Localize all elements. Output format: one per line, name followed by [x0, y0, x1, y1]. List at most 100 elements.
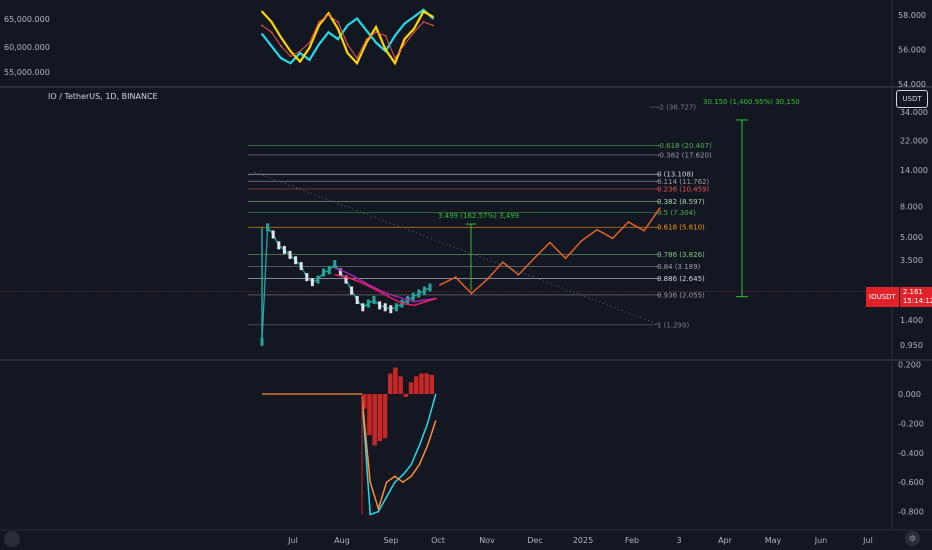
data-point [261, 33, 263, 35]
projection-point [486, 278, 488, 281]
data-point [289, 62, 292, 65]
trendline [254, 171, 661, 326]
data-point [394, 34, 396, 37]
candle [389, 305, 393, 314]
projection-point [580, 240, 583, 242]
data-point [289, 55, 292, 58]
tick-label: May [765, 536, 782, 545]
projection-point [549, 241, 551, 244]
candle [299, 262, 303, 271]
measure-label: 3.499 (162.57%) 3,499 [438, 212, 519, 220]
tick-label: -0.200 [898, 419, 924, 428]
projection-point [596, 228, 598, 231]
oscillator-line [361, 396, 437, 512]
histogram-bar [377, 394, 383, 442]
tick-label: 65,000.000 [4, 15, 50, 24]
data-point [422, 10, 425, 13]
data-point [346, 24, 349, 27]
data-point [432, 24, 434, 27]
fib-level-label: 1 (1.299) [657, 321, 689, 329]
moving-average-line [334, 267, 437, 303]
data-point [346, 52, 349, 54]
tick-label: 0.950 [900, 341, 923, 350]
candle [288, 250, 292, 259]
tick-label: 56.000 [898, 46, 926, 55]
data-point [261, 24, 263, 27]
projection-point [533, 257, 535, 260]
projection-point [611, 237, 614, 240]
tick-label: -0.600 [898, 478, 924, 487]
histogram-bar [403, 394, 409, 397]
fib-level-label: -2 (36.727) [657, 104, 696, 112]
fib-level-label: 0 (13.108) [657, 171, 694, 179]
candle [322, 268, 326, 277]
tick-label: -0.800 [898, 508, 924, 517]
candle [305, 273, 309, 282]
data-point [384, 34, 387, 37]
data-point [337, 21, 339, 23]
histogram-bar [367, 394, 372, 436]
fib-level-label: 0.936 (2.055) [657, 291, 705, 299]
tradingview-logo-icon[interactable] [4, 531, 20, 547]
candle [366, 299, 370, 308]
data-point [308, 41, 311, 44]
candle [378, 301, 382, 310]
histogram-bar [388, 373, 393, 394]
projection-path [439, 207, 661, 295]
candle [411, 292, 415, 301]
tick-label: 3.500 [900, 256, 923, 265]
data-point [403, 43, 406, 46]
candle [327, 266, 331, 275]
histogram-bar [408, 382, 414, 394]
tick-label: 14.000 [900, 166, 928, 175]
candle [294, 256, 298, 265]
data-point [261, 10, 263, 13]
currency-button[interactable]: USDT [896, 90, 928, 108]
data-point [394, 57, 396, 60]
tick-label: 1.400 [900, 316, 923, 325]
candle [417, 289, 421, 298]
histogram-bar [398, 376, 403, 394]
tick-label: Jun [814, 536, 828, 545]
tick-label: Oct [431, 536, 445, 545]
candle [428, 283, 432, 292]
tick-label: 2025 [573, 536, 593, 545]
projection-point [470, 292, 473, 295]
fib-level-label: -0.618 (20.407) [657, 142, 712, 150]
data-point [280, 45, 282, 47]
data-point [365, 41, 368, 44]
data-point [270, 21, 273, 23]
data-point [346, 43, 349, 46]
fib-level-label: 0.114 (11.762) [657, 178, 709, 186]
tick-label: -0.400 [898, 449, 924, 458]
tick-label: 34.000 [900, 108, 928, 117]
data-point [432, 15, 434, 18]
tick-label: Aug [334, 536, 350, 545]
data-point [299, 52, 301, 54]
candle [266, 223, 270, 232]
current-price: 2.161 [902, 288, 923, 296]
series-line [261, 10, 434, 66]
data-point [318, 24, 320, 27]
histogram-bar [372, 394, 377, 446]
projection-point [502, 261, 504, 263]
candle [394, 303, 398, 312]
data-point [375, 41, 377, 44]
candle [355, 296, 359, 305]
tick-label: Dec [527, 536, 542, 545]
data-point [270, 45, 273, 47]
settings-icon[interactable]: ⚙ [905, 531, 920, 546]
tick-label: 0.200 [898, 361, 921, 370]
fib-level-label: 0.886 (2.645) [657, 275, 705, 283]
data-point [422, 21, 425, 23]
histogram-bar [414, 376, 419, 394]
tick-label: 60,000.000 [4, 43, 50, 52]
histogram-bar [382, 394, 388, 439]
symbol-legend[interactable]: IO / TetherUS, 1D, BINANCE [48, 92, 158, 101]
candle [383, 303, 387, 312]
tick-label: 58.000 [898, 11, 926, 20]
data-point [413, 27, 415, 30]
tick-label: 22.000 [900, 136, 928, 145]
tick-label: 5.000 [900, 233, 923, 242]
